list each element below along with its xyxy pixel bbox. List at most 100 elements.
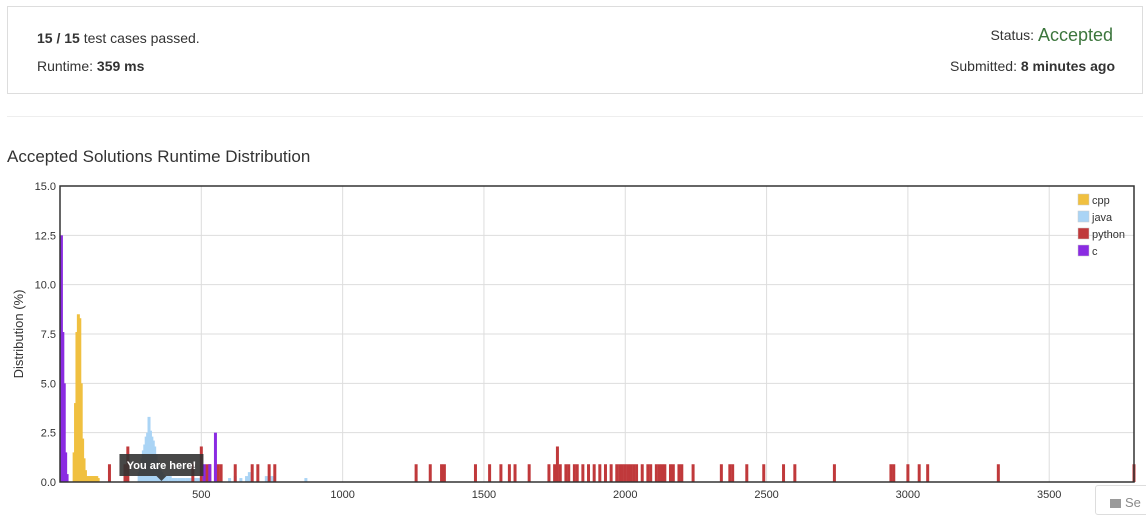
python-bar [428,464,432,482]
python-bar [996,464,1000,482]
java-bar [185,478,189,482]
plot-frame [59,185,1135,483]
x-tick-label: 1000 [330,489,354,501]
python-bar [567,464,571,482]
python-bar [440,464,444,482]
python-bar [592,464,596,482]
python-bar [629,464,633,482]
python-bar [635,464,639,482]
runtime-value: 359 ms [96,58,145,74]
python-bar [473,464,477,482]
python-bar [728,464,732,482]
python-bar [587,464,591,482]
java-bar [247,472,251,482]
status-label: Status: [990,27,1038,43]
submitted-label: Submitted: [950,58,1021,74]
y-tick-label: 10.0 [35,280,56,292]
runtime-label: Runtime: [37,58,97,74]
python-bar [668,464,672,482]
python-bar [205,464,209,482]
java-bar [171,478,175,482]
c-bar [65,474,69,482]
python-bar [513,464,517,482]
c-bar [208,464,212,482]
python-bar [889,464,893,482]
java-bar [196,478,200,482]
python-bar [646,464,650,482]
c-bar [213,432,217,482]
x-tick-label: 2500 [754,489,778,501]
you-are-here-tooltip [119,454,204,476]
java-bar [245,476,249,482]
python-bar [572,464,576,482]
y-axis-label: Distribution (%) [11,290,26,379]
y-tick-label: 0.0 [41,477,56,489]
python-bar [917,464,921,482]
java-bar [270,476,274,482]
java-bar [264,476,268,482]
python-bar [442,464,446,482]
legend-label-java: java [1091,212,1113,224]
python-bar [250,464,254,482]
tooltip-text: You are here! [127,460,197,472]
legend-label-c: c [1092,246,1098,258]
java-bar [194,478,198,482]
runtime-line: Runtime: 359 ms [37,57,144,75]
x-tick-label: 500 [192,489,210,501]
python-bar [581,464,585,482]
python-bar [107,464,111,482]
java-bar [177,478,181,482]
cpp-bar [96,478,100,482]
python-bar [680,464,684,482]
python-bar [507,464,511,482]
submission-summary-panel: 15 / 15 test cases passed. Runtime: 359 … [7,6,1143,94]
python-bar [620,464,624,482]
java-bar [165,476,169,482]
python-bar [663,464,667,482]
python-bar [660,464,664,482]
java-bar [174,478,178,482]
x-tick-label: 3500 [1037,489,1061,501]
x-tick-label: 3000 [896,489,920,501]
python-bar [906,464,910,482]
python-bar [414,464,418,482]
status-line: Status: Accepted [990,26,1113,44]
python-bar [892,464,896,482]
python-bar [762,464,766,482]
test-cases-line: 15 / 15 test cases passed. [37,29,200,47]
envelope-icon [1110,499,1121,508]
python-bar [527,464,531,482]
python-bar [488,464,492,482]
legend-swatch-cpp [1077,193,1090,206]
legend-swatch-python [1077,227,1090,240]
python-bar [640,464,644,482]
feedback-tab[interactable]: Se [1095,485,1146,515]
python-bar [691,464,695,482]
python-bar [273,464,277,482]
y-tick-label: 12.5 [35,230,56,242]
python-bar [677,464,681,482]
python-bar [609,464,613,482]
python-bar [598,464,602,482]
y-tick-label: 15.0 [35,181,56,193]
python-bar [926,464,930,482]
legend-label-cpp: cpp [1092,195,1110,207]
python-bar [654,464,658,482]
cases-passed-text: test cases passed. [79,30,200,46]
python-bar [555,446,559,482]
java-bar [180,478,184,482]
legend-label-python: python [1092,229,1125,241]
x-tick-label: 1500 [472,489,496,501]
python-bar [267,464,271,482]
python-bar [649,464,653,482]
java-bar [163,476,167,482]
python-bar [233,464,237,482]
c-bar [64,452,68,482]
submitted-line: Submitted: 8 minutes ago [950,57,1115,75]
python-bar [216,464,220,482]
java-bar [228,478,232,482]
python-bar [575,464,579,482]
runtime-distribution-chart: 0.0 2.5 5.0 7.5 10.0 12.5 15.0 500 1000 1500 2000 2… [11,181,1136,501]
python-bar [832,464,836,482]
java-bar [188,478,192,482]
